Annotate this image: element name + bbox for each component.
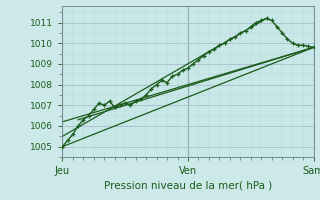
- X-axis label: Pression niveau de la mer( hPa ): Pression niveau de la mer( hPa ): [104, 180, 272, 190]
